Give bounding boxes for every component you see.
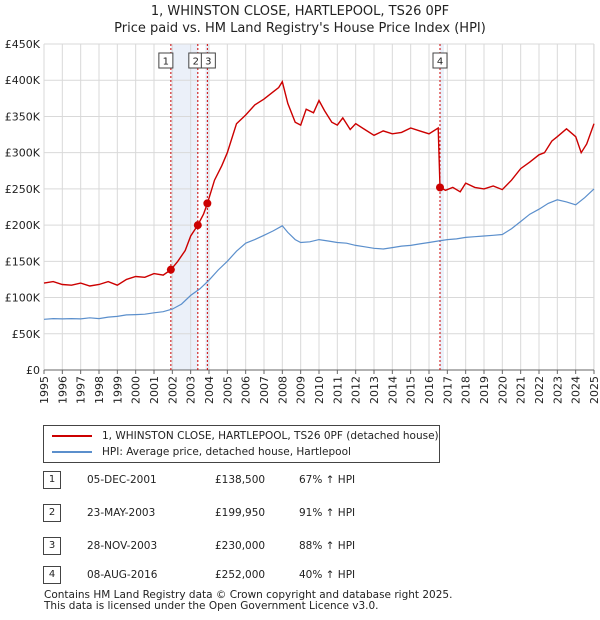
sale-price: £230,000 [215,540,266,552]
x-tick-label: 2020 [496,376,509,404]
sale-number-badge: 3 [43,537,61,555]
x-tick-label: 2006 [240,376,253,404]
legend-label-property: 1, WHINSTON CLOSE, HARTLEPOOL, TS26 0PF … [102,430,439,442]
x-tick-label: 1997 [75,376,88,404]
chart-subtitle: Price paid vs. HM Land Registry's House … [114,21,486,36]
x-tick-label: 2008 [276,376,289,404]
footer-copyright: Contains HM Land Registry data © Crown c… [44,589,453,601]
y-tick-label: £250K [5,183,41,196]
x-tick-label: 2021 [515,376,528,404]
property-price-line [43,79,595,287]
y-tick-label: £450K [5,38,41,51]
sale-number-badge: 1 [43,471,61,489]
sale-marker-label: 1 [158,52,174,69]
x-tick-label: 1999 [111,376,124,404]
x-tick-label: 2002 [166,376,179,404]
x-tick-label: 1996 [56,376,69,404]
y-tick-label: £400K [5,74,41,87]
sale-marker-box [432,52,448,69]
x-tick-label: 1998 [93,376,106,404]
chart-title: 1, WHINSTON CLOSE, HARTLEPOOL, TS26 0PF [150,4,450,19]
price-chart: £0 £50K £100K £150K £200K £250K £300K £350K £400… [5,38,600,404]
sale-price: £138,500 [215,474,266,486]
sale-point [193,221,202,230]
sale-row: 3 28-NOV-2003 £230,000 88% ↑ HPI [43,536,563,556]
legend-label-hpi: HPI: Average price, detached house, Hart… [102,446,351,458]
sale-date: 23-MAY-2003 [87,507,156,519]
x-tick-label: 2010 [313,376,326,404]
sale-marker-number: 4 [437,57,443,68]
sale-row: 2 23-MAY-2003 £199,950 91% ↑ HPI [43,503,563,523]
sale-point [436,183,444,192]
legend-item-property: 1, WHINSTON CLOSE, HARTLEPOOL, TS26 0PF … [52,428,439,444]
x-tick-label: 2022 [533,376,546,404]
x-tick-label: 1995 [38,376,51,404]
sale-number-badge: 2 [43,504,61,522]
sale-marker-number: 2 [193,57,199,68]
sale-hpi-change: 88% ↑ HPI [299,540,356,552]
x-tick-label: 2000 [130,376,143,404]
footer: Contains HM Land Registry data © Crown c… [44,590,452,612]
shaded-band [170,44,198,370]
legend: 1, WHINSTON CLOSE, HARTLEPOOL, TS26 0PF … [43,425,440,463]
x-tick-label: 2015 [405,376,418,404]
x-tick-label: 2023 [551,376,564,404]
sale-row: 1 05-DEC-2001 £138,500 67% ↑ HPI [43,470,563,490]
sale-hpi-change: 67% ↑ HPI [299,474,356,486]
x-tick-label: 2003 [185,376,198,404]
x-tick-label: 2009 [295,376,308,404]
x-tick-label: 2014 [386,376,399,404]
legend-swatch-property [52,435,92,437]
legend-swatch-hpi [52,451,92,453]
sale-marker-box [200,52,216,69]
sale-date: 08-AUG-2016 [87,569,158,581]
sale-marker-number: 1 [163,57,169,68]
x-tick-label: 2004 [203,376,216,404]
sale-marker-box [158,52,174,69]
x-tick-label: 2011 [331,376,344,404]
sale-marker-label: 4 [432,52,448,69]
sale-number-badge: 4 [43,566,61,584]
legend-item-hpi: HPI: Average price, detached house, Hart… [52,444,351,460]
x-tick-label: 2019 [478,376,491,404]
x-tick-label: 2007 [258,376,271,404]
sale-point [166,265,175,274]
sale-date: 05-DEC-2001 [87,474,157,486]
sale-row: 4 08-AUG-2016 £252,000 40% ↑ HPI [43,565,563,585]
x-tick-label: 2013 [368,376,381,404]
sale-marker-label: 2 [188,52,204,69]
x-tick-label: 2024 [570,376,583,404]
sale-price: £199,950 [215,507,266,519]
y-tick-label: £0 [26,364,40,377]
sale-price: £252,000 [215,569,266,581]
y-tick-label: £350K [5,110,41,123]
y-tick-label: £200K [5,219,41,232]
y-tick-label: £50K [12,328,41,341]
x-tick-label: 2012 [350,376,363,404]
x-tick-label: 2017 [441,376,454,404]
y-tick-label: £300K [5,147,41,160]
sale-point [203,199,212,208]
shaded-band [440,44,444,370]
x-tick-label: 2005 [221,376,234,404]
x-tick-label: 2016 [423,376,436,404]
x-tick-label: 2001 [148,376,161,404]
sale-date: 28-NOV-2003 [87,540,158,552]
y-tick-label: £100K [5,292,41,305]
hpi-line [43,188,595,320]
x-tick-label: 2018 [460,376,473,404]
sale-hpi-change: 40% ↑ HPI [299,569,356,581]
y-tick-label: £150K [5,255,41,268]
sale-marker-label: 3 [200,52,216,69]
x-tick-label: 2025 [588,376,600,404]
footer-license: This data is licensed under the Open Gov… [44,600,379,612]
sale-hpi-change: 91% ↑ HPI [299,507,356,519]
sale-marker-number: 3 [205,57,211,68]
